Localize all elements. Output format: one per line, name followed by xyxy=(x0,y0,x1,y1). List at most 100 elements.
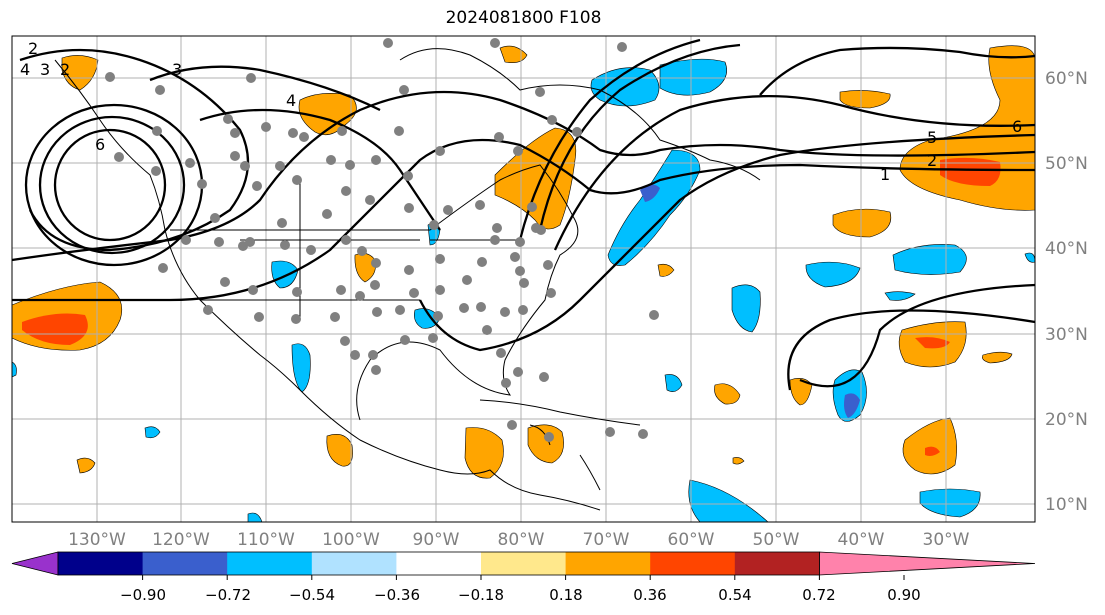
station-dot xyxy=(409,288,419,298)
contour-line xyxy=(53,128,167,242)
contour-label: 5 xyxy=(927,128,937,147)
contour-label: 2 xyxy=(28,39,38,58)
station-dot xyxy=(500,307,510,317)
station-dot xyxy=(371,155,381,165)
contour-line xyxy=(149,65,381,112)
station-dot xyxy=(547,115,557,125)
colorbar-outline xyxy=(57,551,820,576)
station-dot xyxy=(490,38,500,48)
station-dot xyxy=(181,235,191,245)
anomaly-region xyxy=(527,424,564,464)
contour-line xyxy=(799,283,1036,388)
station-dot xyxy=(404,203,414,213)
lon-label: 120°W xyxy=(152,530,210,550)
station-dot xyxy=(403,171,413,181)
colorbar-tick-label: −0.36 xyxy=(374,586,420,604)
station-dot xyxy=(428,333,438,343)
station-dot xyxy=(605,427,615,437)
lat-label: 40°N xyxy=(1045,239,1088,259)
anomaly-region xyxy=(919,488,981,518)
colorbar-swatch xyxy=(58,552,144,575)
anomaly-region xyxy=(732,457,745,465)
anomaly-region xyxy=(832,208,892,238)
station-dot xyxy=(482,325,492,335)
station-dot xyxy=(345,160,355,170)
station-dot xyxy=(292,175,302,185)
station-dot xyxy=(341,235,351,245)
anomaly-core xyxy=(640,184,660,202)
station-dot xyxy=(527,202,537,212)
lon-axis: 130°W 120°W 110°W 100°W 90°W 80°W 70°W 6… xyxy=(68,530,970,550)
graticule xyxy=(12,36,1035,522)
anomaly-region xyxy=(76,457,96,474)
contour-line xyxy=(538,43,741,231)
lon-label: 30°W xyxy=(923,530,970,550)
anomaly-region xyxy=(892,244,967,275)
colorbar-swatch xyxy=(650,552,736,575)
station-dot xyxy=(477,257,487,267)
station-dot xyxy=(114,152,124,162)
station-dot xyxy=(649,310,659,320)
contour-label: 3 xyxy=(40,60,50,79)
station-dot xyxy=(326,155,336,165)
colorbar-tick-label: −0.72 xyxy=(205,586,251,604)
lon-label: 90°W xyxy=(413,530,460,550)
station-dot xyxy=(383,38,393,48)
station-dot xyxy=(501,378,511,388)
station-dot xyxy=(197,179,207,189)
contour-label: 2 xyxy=(60,60,70,79)
station-dot xyxy=(277,218,287,228)
station-dot xyxy=(340,336,350,346)
station-dot xyxy=(394,126,404,136)
station-dot xyxy=(246,73,256,83)
station-dot xyxy=(617,42,627,52)
station-dot xyxy=(214,237,224,247)
anomaly-region xyxy=(731,284,761,333)
station-dot xyxy=(370,280,380,290)
colorbar-swatch xyxy=(311,552,397,575)
anomaly-region xyxy=(271,260,299,289)
station-dot xyxy=(496,348,506,358)
station-dot xyxy=(395,305,405,315)
station-dot xyxy=(492,223,502,233)
station-dot xyxy=(546,288,556,298)
station-dot xyxy=(292,287,302,297)
anomaly-region xyxy=(789,378,813,406)
station-dot xyxy=(336,285,346,295)
station-dot xyxy=(240,161,250,171)
contour-label: 2 xyxy=(927,151,937,170)
lon-label: 50°W xyxy=(753,530,800,550)
colorbar xyxy=(11,551,1036,580)
anomaly-region xyxy=(499,45,528,63)
contour-label: 4 xyxy=(286,91,296,110)
anomaly-region xyxy=(291,343,311,393)
station-dot xyxy=(400,335,410,345)
station-dot xyxy=(544,432,554,442)
station-dot xyxy=(475,200,485,210)
lon-label: 110°W xyxy=(237,530,295,550)
lon-label: 100°W xyxy=(322,530,380,550)
station-dot xyxy=(371,365,381,375)
station-dot xyxy=(220,277,230,287)
station-dot xyxy=(322,209,332,219)
colorbar-tick-label: −0.54 xyxy=(289,586,335,604)
station-dot xyxy=(151,166,161,176)
station-dot xyxy=(245,237,255,247)
station-dot xyxy=(490,235,500,245)
lat-label: 60°N xyxy=(1045,69,1088,89)
station-dot xyxy=(210,213,220,223)
station-dot xyxy=(515,237,525,247)
station-dot xyxy=(371,258,381,268)
colorbar-extend-high xyxy=(819,551,1036,576)
lat-label: 20°N xyxy=(1045,410,1088,430)
station-dot xyxy=(476,302,486,312)
station-dot xyxy=(519,278,529,288)
anomaly-region xyxy=(664,374,683,392)
anomaly-core xyxy=(940,157,1001,186)
station-dot xyxy=(510,252,520,262)
station-dot xyxy=(433,311,443,321)
anomaly-region xyxy=(464,427,504,479)
station-dot xyxy=(372,307,382,317)
anomaly-region xyxy=(657,263,675,277)
